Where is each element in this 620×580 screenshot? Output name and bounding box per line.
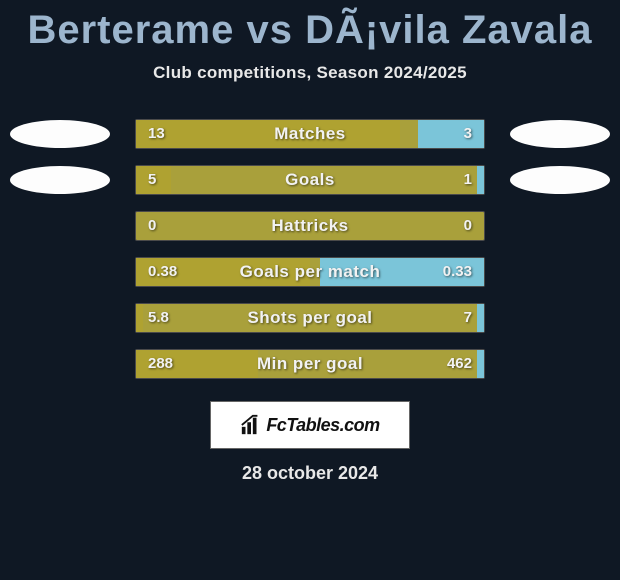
- right-player-oval: [510, 120, 610, 148]
- left-value: 0: [148, 212, 156, 240]
- stat-bar-track: 0 0Hattricks: [135, 211, 485, 241]
- stat-bar-track: 0.380.33Goals per match: [135, 257, 485, 287]
- right-value: 1: [464, 166, 472, 194]
- stat-row: 5.8 7Shots per goal: [0, 295, 620, 341]
- right-value: 7: [464, 304, 472, 332]
- left-bar-fill: [136, 166, 171, 194]
- right-bar-fill: [320, 258, 484, 286]
- comparison-subtitle: Club competitions, Season 2024/2025: [0, 63, 620, 83]
- stat-label: Hattricks: [136, 212, 484, 240]
- left-player-oval: [10, 166, 110, 194]
- stat-label: Goals: [136, 166, 484, 194]
- stats-container: 133Matches 51Goals 0 0Hattricks 0.380.33Goal…: [0, 111, 620, 387]
- stat-row: 133Matches: [0, 111, 620, 157]
- stat-label: Shots per goal: [136, 304, 484, 332]
- source-logo: FcTables.com: [210, 401, 410, 449]
- stat-row: 0.380.33Goals per match: [0, 249, 620, 295]
- right-value: 0: [464, 212, 472, 240]
- stat-bar-track: 288462Min per goal: [135, 349, 485, 379]
- bars-icon: [240, 414, 262, 436]
- left-bar-fill: [136, 258, 310, 286]
- left-bar-fill: [136, 304, 143, 332]
- stat-bar-track: 133Matches: [135, 119, 485, 149]
- stat-bar-track: 51Goals: [135, 165, 485, 195]
- logo-text: FcTables.com: [266, 415, 379, 436]
- left-player-oval: [10, 120, 110, 148]
- right-value: 462: [447, 350, 472, 378]
- right-bar-fill: [477, 166, 484, 194]
- left-bar-fill: [136, 120, 400, 148]
- stat-bar-track: 5.8 7Shots per goal: [135, 303, 485, 333]
- stat-row: 288462Min per goal: [0, 341, 620, 387]
- right-bar-fill: [418, 120, 484, 148]
- left-value: 5.8: [148, 304, 169, 332]
- stat-row: 51Goals: [0, 157, 620, 203]
- left-bar-fill: [136, 350, 258, 378]
- date-label: 28 october 2024: [0, 463, 620, 484]
- right-bar-fill: [477, 350, 484, 378]
- right-bar-fill: [477, 304, 484, 332]
- right-player-oval: [510, 166, 610, 194]
- comparison-title: Berterame vs DÃ¡vila Zavala: [0, 0, 620, 53]
- stat-row: 0 0Hattricks: [0, 203, 620, 249]
